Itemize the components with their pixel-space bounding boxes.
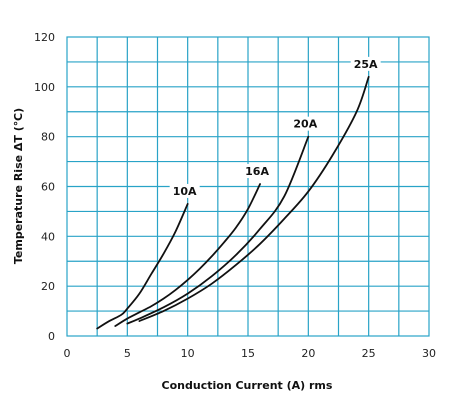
x-tick-label: 10 <box>181 347 195 360</box>
series-label-16a: 16A <box>245 165 269 178</box>
y-axis-title: Temperature Rise ΔT (℃) <box>12 108 25 264</box>
x-axis-title: Conduction Current (A) rms <box>162 379 333 392</box>
x-tick-labels: 0 5 10 15 20 25 30 <box>64 347 437 360</box>
y-tick-label: 120 <box>34 31 55 44</box>
series-line-16a <box>114 183 261 327</box>
y-tick-label: 80 <box>41 131 55 144</box>
series-label-bg <box>350 56 381 71</box>
x-tick-label: 25 <box>362 347 376 360</box>
series-label-bg <box>169 183 200 198</box>
series-label-20a: 20A <box>293 118 317 131</box>
x-tick-label: 15 <box>241 347 255 360</box>
series-line-10a <box>96 203 189 330</box>
series-line-25a <box>138 75 370 322</box>
series-label-10a: 10A <box>173 185 197 198</box>
x-tick-label: 30 <box>422 347 436 360</box>
series-labels: 10A 16A 20A 25A <box>169 56 381 198</box>
y-tick-labels: 0 20 40 60 80 100 120 <box>34 31 55 343</box>
x-tick-label: 0 <box>64 347 71 360</box>
curves <box>96 75 370 330</box>
y-tick-label: 60 <box>41 181 55 194</box>
y-tick-label: 20 <box>41 280 55 293</box>
y-tick-label: 0 <box>48 330 55 343</box>
grid-lines <box>67 37 429 336</box>
series-label-bg <box>290 116 321 131</box>
x-tick-label: 20 <box>301 347 315 360</box>
y-tick-label: 100 <box>34 81 55 94</box>
series-label-25a: 25A <box>354 58 378 71</box>
y-tick-label: 40 <box>41 230 55 243</box>
series-label-bg <box>242 164 273 179</box>
series-line-20a <box>126 135 310 325</box>
x-tick-label: 5 <box>124 347 131 360</box>
